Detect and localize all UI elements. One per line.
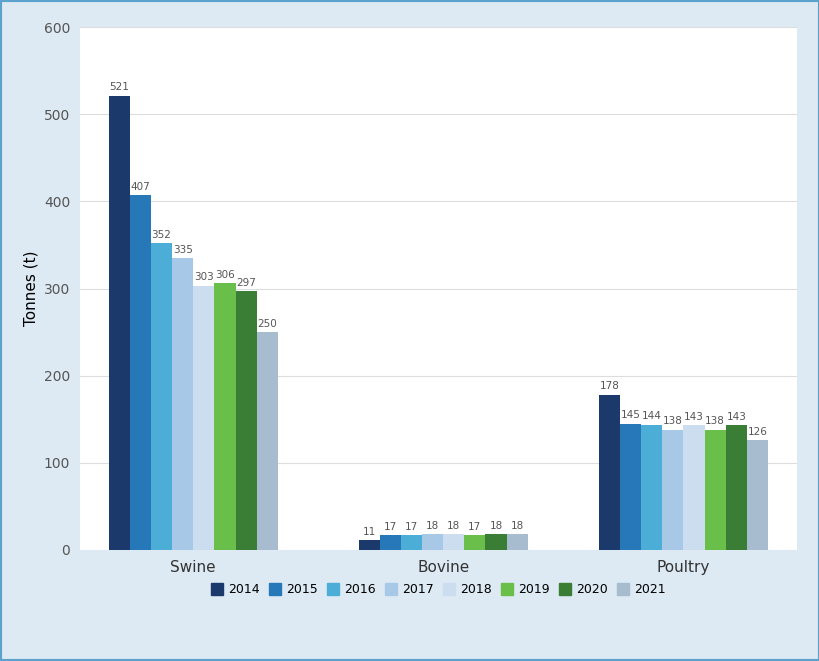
Bar [379, 535, 400, 550]
Text: 407: 407 [130, 182, 150, 192]
Y-axis label: Tonnes (t): Tonnes (t) [23, 251, 38, 327]
Bar [358, 541, 379, 550]
Text: 352: 352 [152, 230, 171, 240]
Text: 17: 17 [405, 522, 418, 531]
Bar [682, 426, 704, 550]
Text: 521: 521 [109, 83, 129, 93]
Bar [485, 534, 506, 550]
Bar [746, 440, 767, 550]
Bar [214, 284, 235, 550]
Text: 306: 306 [215, 270, 234, 280]
Text: 18: 18 [446, 521, 459, 531]
Bar [422, 534, 442, 550]
Bar [598, 395, 619, 550]
Text: 18: 18 [489, 521, 502, 531]
Bar [725, 426, 746, 550]
Bar [172, 258, 193, 550]
Text: 17: 17 [468, 522, 481, 531]
Bar [640, 424, 662, 550]
Text: 250: 250 [257, 319, 277, 329]
Bar [151, 243, 172, 550]
Bar [506, 534, 527, 550]
Text: 18: 18 [425, 521, 439, 531]
Text: 17: 17 [383, 522, 396, 531]
Bar [193, 286, 214, 550]
Text: 11: 11 [362, 527, 375, 537]
Text: 303: 303 [194, 272, 214, 282]
Text: 18: 18 [510, 521, 523, 531]
Text: 145: 145 [620, 410, 640, 420]
Text: 297: 297 [236, 278, 256, 288]
Bar [662, 430, 682, 550]
Text: 144: 144 [641, 411, 661, 421]
Text: 178: 178 [599, 381, 618, 391]
Text: 143: 143 [683, 412, 703, 422]
Bar [619, 424, 640, 550]
Text: 335: 335 [173, 245, 192, 254]
Text: 138: 138 [704, 416, 724, 426]
Bar [256, 332, 278, 550]
Text: 126: 126 [747, 427, 767, 437]
Bar [109, 96, 129, 550]
Bar [129, 195, 151, 550]
Text: 138: 138 [662, 416, 682, 426]
Bar [400, 535, 422, 550]
Legend: 2014, 2015, 2016, 2017, 2018, 2019, 2020, 2021: 2014, 2015, 2016, 2017, 2018, 2019, 2020… [206, 578, 670, 602]
Text: 143: 143 [726, 412, 745, 422]
Bar [442, 534, 464, 550]
Bar [235, 291, 256, 550]
Bar [704, 430, 725, 550]
Bar [464, 535, 485, 550]
